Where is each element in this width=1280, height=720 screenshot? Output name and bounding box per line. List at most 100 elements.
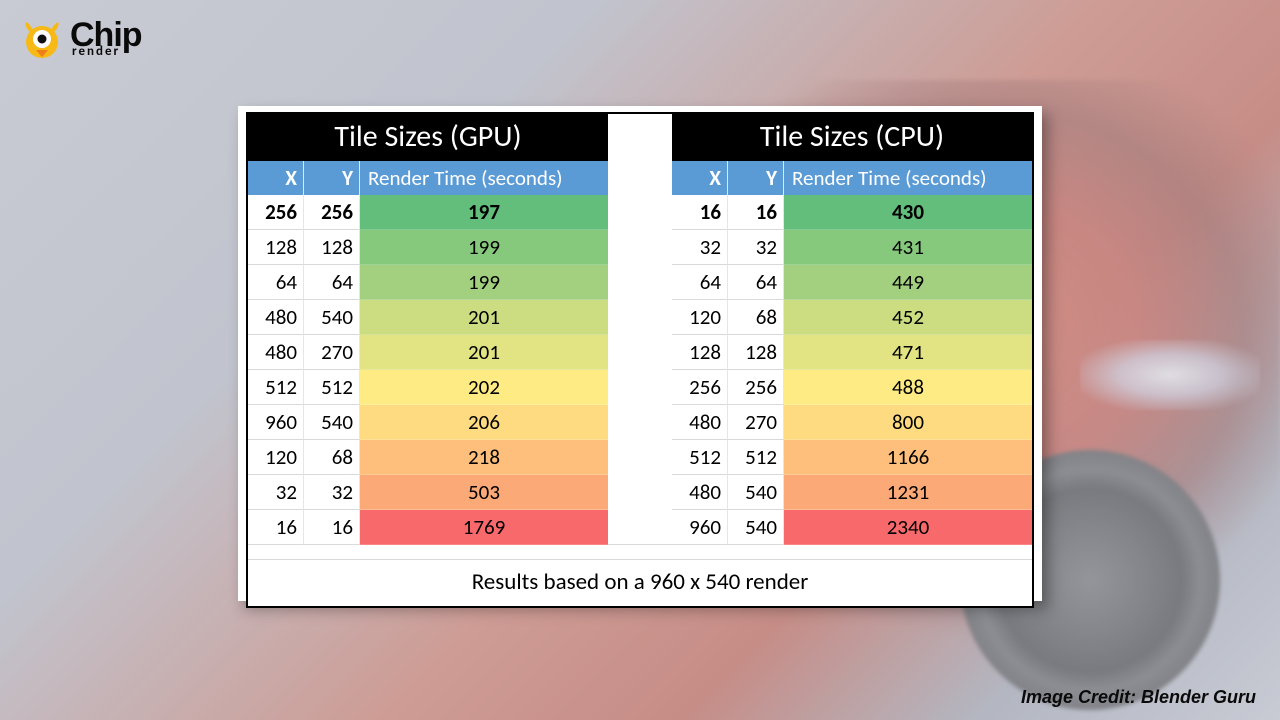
table-row: 128128471 bbox=[672, 335, 1032, 370]
cell-time: 202 bbox=[360, 370, 608, 405]
cell-y: 32 bbox=[728, 230, 784, 265]
cell-time: 197 bbox=[360, 195, 608, 230]
col-header-x: X bbox=[672, 161, 728, 195]
cell-x: 128 bbox=[672, 335, 728, 370]
cell-y: 256 bbox=[304, 195, 360, 230]
table-row: 256256488 bbox=[672, 370, 1032, 405]
table-row: 1616430 bbox=[672, 195, 1032, 230]
cell-y: 128 bbox=[728, 335, 784, 370]
cell-y: 16 bbox=[304, 510, 360, 545]
cell-y: 64 bbox=[728, 265, 784, 300]
cell-x: 64 bbox=[248, 265, 304, 300]
table-row: 480270800 bbox=[672, 405, 1032, 440]
spacer bbox=[248, 545, 1032, 559]
cell-x: 480 bbox=[248, 335, 304, 370]
cell-time: 488 bbox=[784, 370, 1032, 405]
cell-time: 1166 bbox=[784, 440, 1032, 475]
cell-time: 2340 bbox=[784, 510, 1032, 545]
cell-time: 800 bbox=[784, 405, 1032, 440]
cell-y: 540 bbox=[304, 405, 360, 440]
cell-x: 120 bbox=[672, 300, 728, 335]
tables-container: Tile Sizes (GPU)XYRender Time (seconds)2… bbox=[246, 112, 1034, 608]
cell-time: 1231 bbox=[784, 475, 1032, 510]
cpu-table: Tile Sizes (CPU)XYRender Time (seconds)1… bbox=[672, 114, 1032, 545]
cell-x: 128 bbox=[248, 230, 304, 265]
cell-time: 430 bbox=[784, 195, 1032, 230]
cell-x: 960 bbox=[672, 510, 728, 545]
cell-y: 512 bbox=[728, 440, 784, 475]
cell-time: 1769 bbox=[360, 510, 608, 545]
gpu-table: Tile Sizes (GPU)XYRender Time (seconds)2… bbox=[248, 114, 608, 545]
cell-x: 16 bbox=[248, 510, 304, 545]
cell-x: 16 bbox=[672, 195, 728, 230]
cell-x: 32 bbox=[672, 230, 728, 265]
table-row: 9605402340 bbox=[672, 510, 1032, 545]
cell-time: 218 bbox=[360, 440, 608, 475]
table-row: 16161769 bbox=[248, 510, 608, 545]
table-title: Tile Sizes (GPU) bbox=[248, 114, 608, 161]
cell-y: 256 bbox=[728, 370, 784, 405]
cell-x: 512 bbox=[248, 370, 304, 405]
table-row: 960540206 bbox=[248, 405, 608, 440]
cell-time: 206 bbox=[360, 405, 608, 440]
col-header-x: X bbox=[248, 161, 304, 195]
table-row: 512512202 bbox=[248, 370, 608, 405]
cell-x: 32 bbox=[248, 475, 304, 510]
table-gap bbox=[608, 114, 672, 545]
table-row: 128128199 bbox=[248, 230, 608, 265]
cell-y: 68 bbox=[304, 440, 360, 475]
cell-y: 540 bbox=[728, 510, 784, 545]
cell-y: 540 bbox=[728, 475, 784, 510]
cell-x: 960 bbox=[248, 405, 304, 440]
cell-time: 452 bbox=[784, 300, 1032, 335]
brand-subtitle: render bbox=[72, 47, 142, 57]
cell-x: 480 bbox=[672, 475, 728, 510]
cell-time: 431 bbox=[784, 230, 1032, 265]
cell-x: 512 bbox=[672, 440, 728, 475]
table-row: 3232503 bbox=[248, 475, 608, 510]
tables-row: Tile Sizes (GPU)XYRender Time (seconds)2… bbox=[248, 114, 1032, 545]
cell-y: 270 bbox=[304, 335, 360, 370]
cell-y: 32 bbox=[304, 475, 360, 510]
image-credit: Image Credit: Blender Guru bbox=[1021, 687, 1256, 708]
table-header-row: XYRender Time (seconds) bbox=[248, 161, 608, 195]
cell-y: 270 bbox=[728, 405, 784, 440]
cell-y: 68 bbox=[728, 300, 784, 335]
table-row: 12068218 bbox=[248, 440, 608, 475]
cell-time: 199 bbox=[360, 265, 608, 300]
cell-y: 512 bbox=[304, 370, 360, 405]
table-row: 3232431 bbox=[672, 230, 1032, 265]
cell-x: 64 bbox=[672, 265, 728, 300]
cell-y: 128 bbox=[304, 230, 360, 265]
cell-x: 480 bbox=[672, 405, 728, 440]
cell-time: 201 bbox=[360, 300, 608, 335]
table-row: 480540201 bbox=[248, 300, 608, 335]
col-header-time: Render Time (seconds) bbox=[784, 161, 1032, 195]
cell-time: 201 bbox=[360, 335, 608, 370]
comparison-panel: Tile Sizes (GPU)XYRender Time (seconds)2… bbox=[238, 106, 1042, 601]
cell-y: 540 bbox=[304, 300, 360, 335]
col-header-time: Render Time (seconds) bbox=[360, 161, 608, 195]
table-row: 256256197 bbox=[248, 195, 608, 230]
table-row: 12068452 bbox=[672, 300, 1032, 335]
brand-logo-icon bbox=[20, 18, 64, 62]
table-row: 6464449 bbox=[672, 265, 1032, 300]
col-header-y: Y bbox=[728, 161, 784, 195]
table-row: 480270201 bbox=[248, 335, 608, 370]
table-row: 5125121166 bbox=[672, 440, 1032, 475]
brand-logo: Chip render bbox=[20, 18, 142, 62]
table-header-row: XYRender Time (seconds) bbox=[672, 161, 1032, 195]
footer-note: Results based on a 960 x 540 render bbox=[248, 559, 1032, 606]
table-row: 4805401231 bbox=[672, 475, 1032, 510]
table-row: 6464199 bbox=[248, 265, 608, 300]
cell-time: 449 bbox=[784, 265, 1032, 300]
cell-x: 256 bbox=[248, 195, 304, 230]
cell-x: 120 bbox=[248, 440, 304, 475]
cell-time: 471 bbox=[784, 335, 1032, 370]
cell-x: 256 bbox=[672, 370, 728, 405]
cell-y: 64 bbox=[304, 265, 360, 300]
cell-x: 480 bbox=[248, 300, 304, 335]
col-header-y: Y bbox=[304, 161, 360, 195]
cell-time: 199 bbox=[360, 230, 608, 265]
cell-y: 16 bbox=[728, 195, 784, 230]
